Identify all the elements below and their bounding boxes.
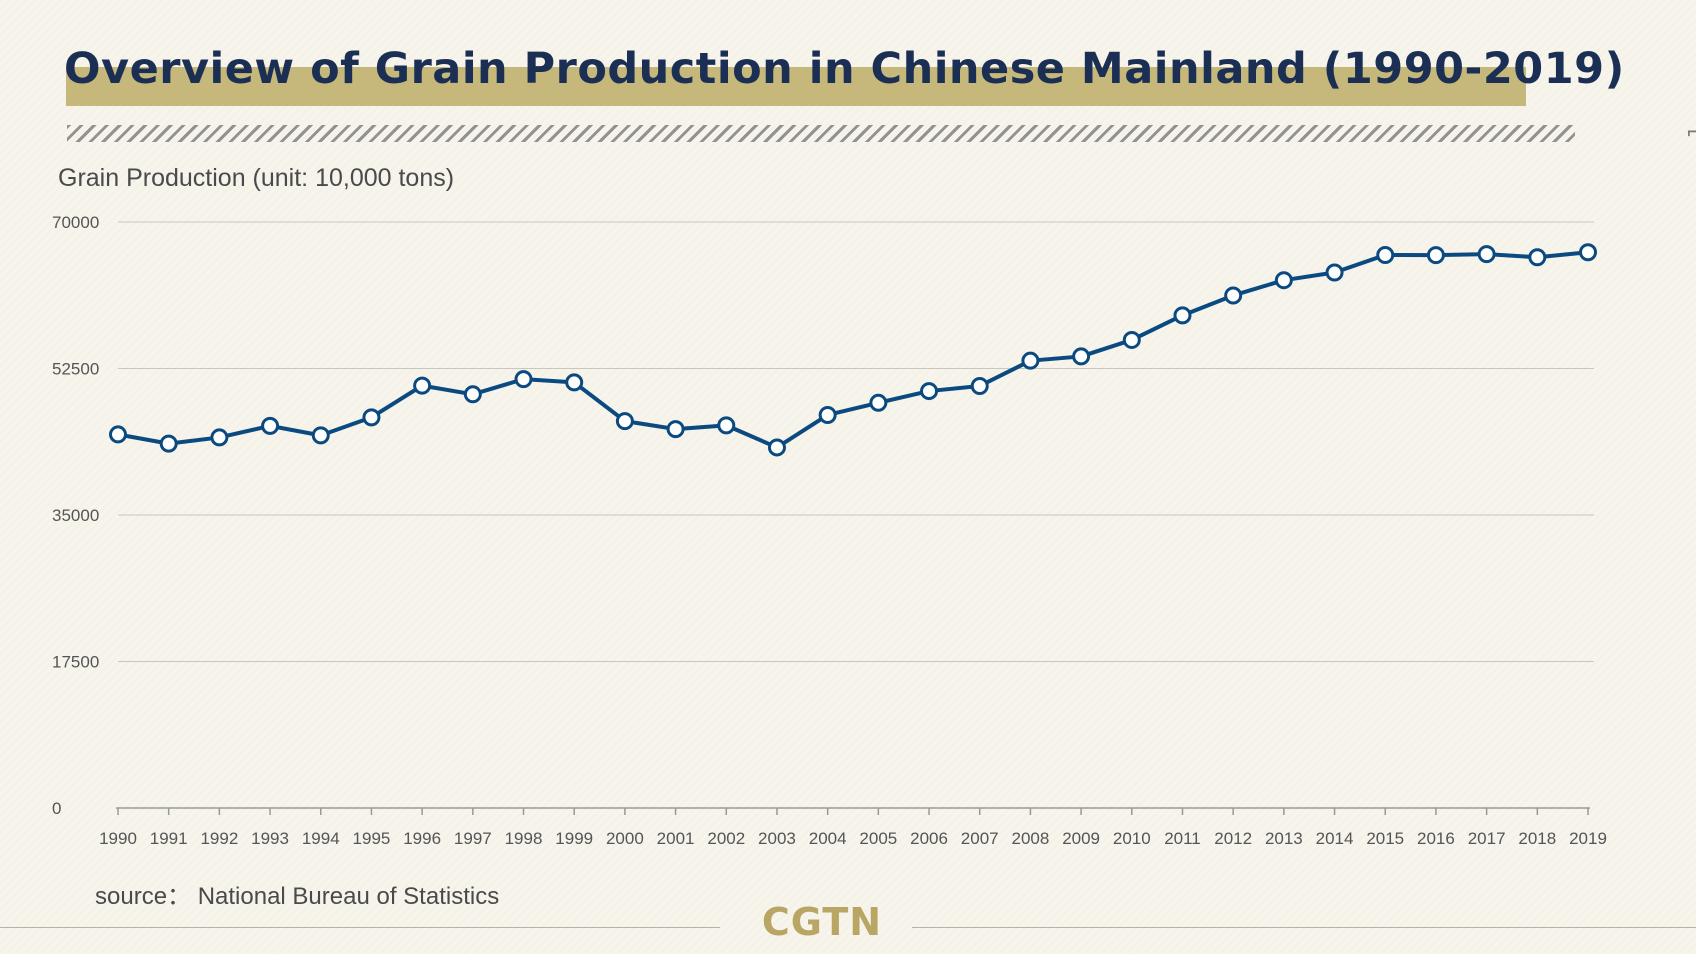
x-tick-label: 1990 (99, 829, 137, 848)
data-point (1528, 248, 1547, 267)
x-tick-label: 1995 (353, 829, 391, 848)
data-point (1426, 246, 1445, 265)
x-tick-label: 2004 (809, 829, 847, 848)
y-tick-label: 35000 (52, 506, 99, 525)
data-point (615, 412, 634, 431)
x-tick-label: 1992 (200, 829, 238, 848)
source-note: source： National Bureau of Statistics (95, 883, 500, 910)
x-tick-label: 2001 (657, 829, 695, 848)
title-highlight-bar (66, 67, 1526, 106)
x-tick-label: 1994 (302, 829, 340, 848)
data-point (1477, 245, 1496, 264)
data-point (311, 426, 330, 445)
footer-divider-left (0, 927, 720, 928)
brand-logo: CGTN (761, 900, 883, 944)
data-point (210, 428, 229, 447)
x-tick-label: 2012 (1214, 829, 1252, 848)
x-tick-label: 2000 (606, 829, 644, 848)
footer-divider-right (912, 927, 1696, 928)
data-point (109, 425, 127, 444)
data-point (565, 373, 584, 392)
edge-mark-icon: ⌐ (1686, 120, 1696, 144)
data-point (717, 416, 736, 435)
x-tick-label: 2005 (859, 829, 897, 848)
data-point (869, 393, 888, 412)
y-tick-labels: 70000 52500 35000 17500 0 (52, 213, 99, 818)
y-tick-label: 17500 (52, 653, 99, 672)
x-tick-label: 2017 (1468, 829, 1506, 848)
data-point (159, 434, 178, 453)
data-point (261, 416, 280, 435)
hatch-divider (67, 125, 1575, 142)
x-tick-label: 1997 (454, 829, 492, 848)
y-tick-label: 70000 (52, 213, 99, 232)
data-point (1224, 286, 1243, 305)
x-tick-label: 2013 (1265, 829, 1303, 848)
x-tick-label: 2019 (1569, 829, 1607, 848)
x-tick-label: 2002 (707, 829, 745, 848)
data-point (1021, 351, 1040, 370)
x-axis: 1990 1991 1992 1993 1994 1995 1996 1997 1998 1999… (99, 807, 1607, 848)
x-tick-label: 2009 (1062, 829, 1100, 848)
y-tick-label: 52500 (52, 360, 99, 379)
data-point (818, 405, 837, 424)
title-block: Overview of Grain Production in Chinese … (64, 40, 1624, 110)
x-tick-label: 1999 (555, 829, 593, 848)
x-tick-label: 1998 (505, 829, 543, 848)
data-point (970, 376, 989, 395)
data-point (514, 370, 533, 389)
data-point (1122, 330, 1141, 349)
x-tick-label: 1996 (403, 829, 441, 848)
x-tick-label: 2018 (1518, 829, 1556, 848)
data-point (463, 385, 482, 404)
data-point (1325, 263, 1344, 282)
x-tick-label: 2010 (1113, 829, 1151, 848)
data-point (1579, 243, 1597, 262)
data-point (1274, 271, 1293, 290)
x-tick-label: 2007 (961, 829, 999, 848)
data-point (1376, 245, 1395, 264)
x-tick-label: 2015 (1366, 829, 1404, 848)
x-tick-label: 1993 (251, 829, 289, 848)
data-point (1173, 306, 1192, 325)
y-tick-label: 0 (52, 799, 61, 818)
page-title: Overview of Grain Production in Chinese … (64, 44, 1625, 94)
x-tick-label: 2014 (1316, 829, 1354, 848)
series-group (109, 243, 1597, 457)
series-line (116, 250, 1590, 450)
x-tick-label: 1991 (150, 829, 188, 848)
x-tick-label: 2003 (758, 829, 796, 848)
x-tick-label: 2006 (910, 829, 948, 848)
data-point (767, 438, 786, 457)
data-point (1072, 347, 1091, 366)
data-point (920, 382, 939, 401)
x-tick-label: 2016 (1417, 829, 1455, 848)
data-point (362, 408, 381, 427)
data-point (666, 420, 685, 439)
gridlines (118, 221, 1594, 662)
y-axis-label: Grain Production (unit: 10,000 tons) (58, 164, 455, 192)
data-point (413, 376, 432, 395)
x-tick-label: 2011 (1164, 829, 1201, 848)
x-tick-label: 2008 (1011, 829, 1049, 848)
